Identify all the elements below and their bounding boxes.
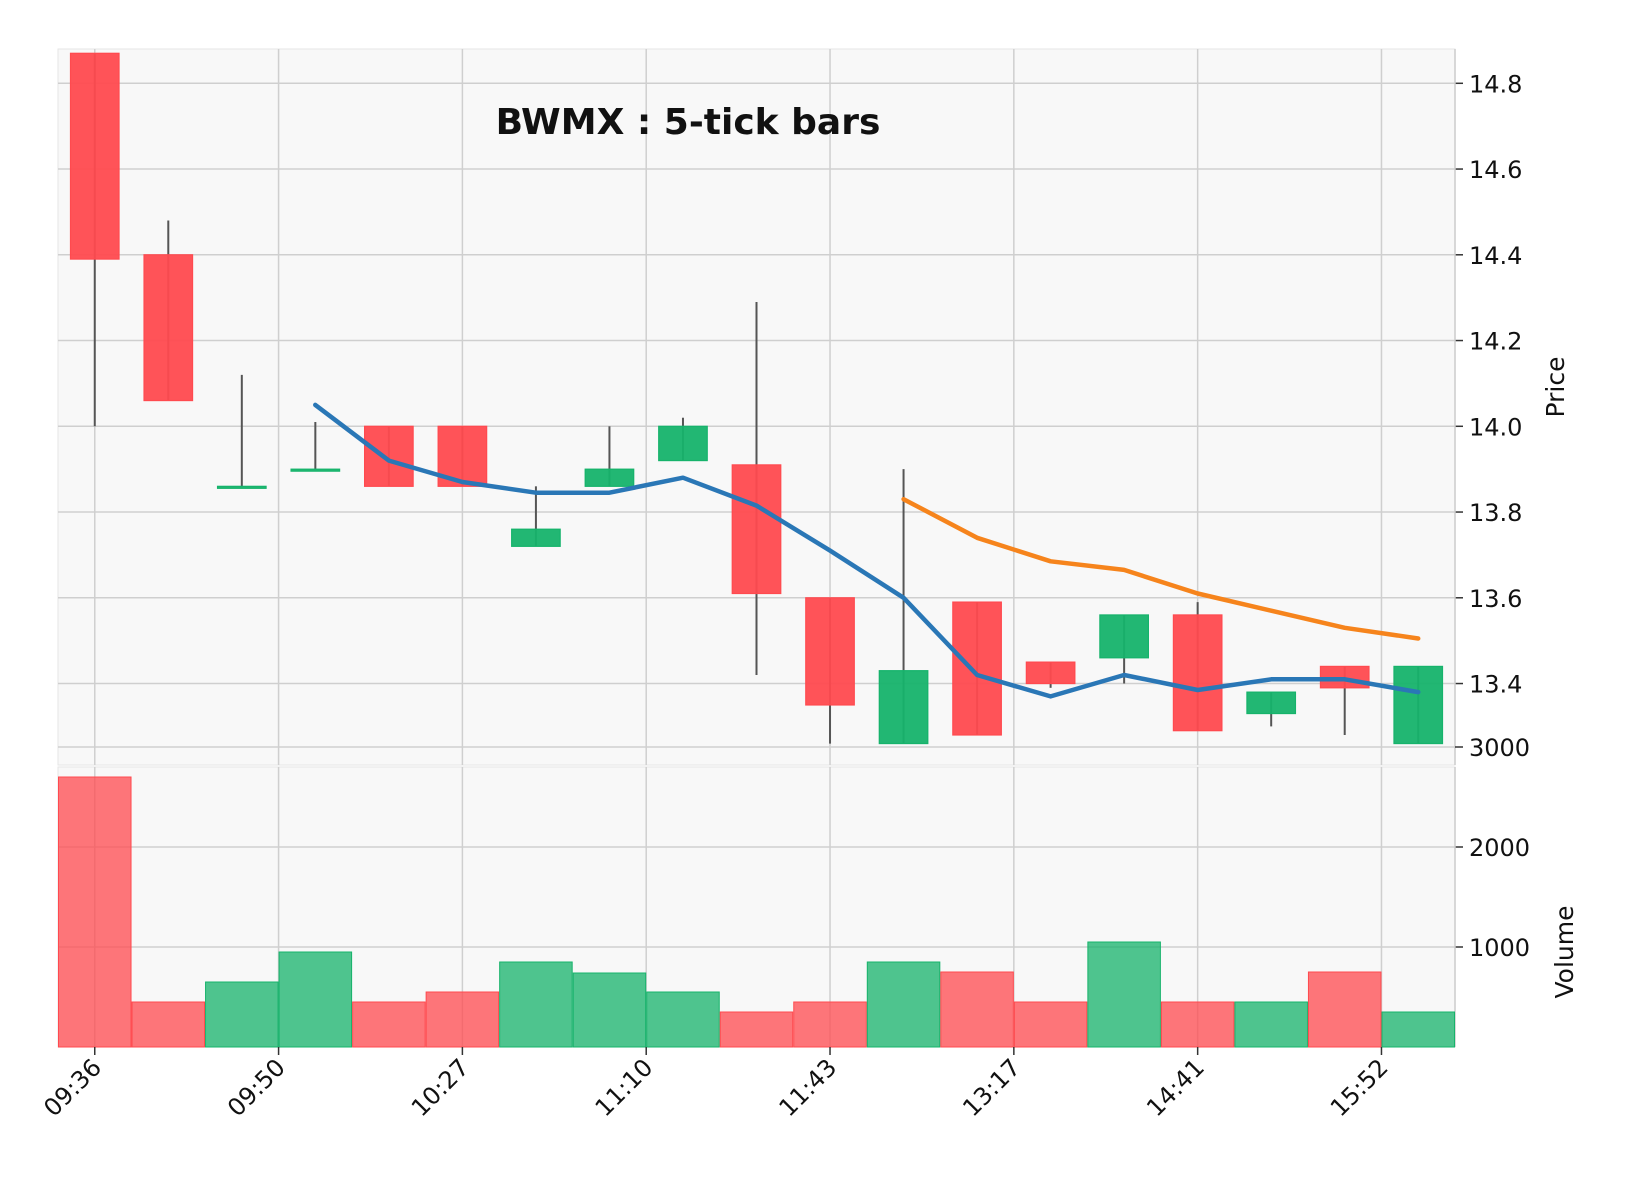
price-tick-label: 14.8 [1469, 70, 1522, 98]
candle-body [805, 597, 855, 706]
candle-body [143, 254, 194, 402]
volume-bar [425, 991, 500, 1048]
candle-body [878, 670, 929, 745]
volume-bar [352, 1001, 426, 1048]
volume-bar [1013, 1001, 1088, 1048]
candle-body [1099, 614, 1149, 659]
candle-body [216, 485, 267, 489]
volume-tick-label: 1000 [1469, 934, 1530, 962]
volume-panel: 1000 2000 3000 [57, 734, 1530, 1048]
price-tick-label: 14.0 [1469, 413, 1522, 441]
price-panel: 13.4 13.6 13.8 14.0 14.2 14.4 14.6 14.8 [57, 48, 1522, 766]
volume-bar [866, 961, 941, 1048]
price-tick-label: 13.8 [1469, 499, 1522, 527]
chart-title: BWMX : 5-tick bars [496, 102, 881, 143]
moving-average-long-line [901, 496, 1421, 641]
candle-body [290, 468, 341, 472]
price-axis-label: Price [1541, 357, 1570, 418]
candle-body [658, 425, 708, 462]
volume-axis-label: Volume [1550, 906, 1579, 999]
candle-body [69, 52, 120, 260]
volume-bar [1234, 1001, 1308, 1048]
volume-bar [131, 1001, 206, 1048]
price-tick-label: 13.6 [1469, 585, 1522, 613]
candle-body [1025, 661, 1076, 685]
volume-bar [572, 972, 647, 1048]
volume-bar [499, 961, 573, 1048]
candle-body [584, 468, 635, 487]
volume-tick-label: 2000 [1469, 834, 1530, 862]
volume-bar [1087, 941, 1161, 1048]
candle-body [952, 601, 1002, 736]
candle-body [511, 528, 561, 547]
volume-bar [646, 991, 720, 1048]
volume-bar [1381, 1011, 1455, 1048]
volume-bar [719, 1011, 794, 1048]
volume-bar [940, 971, 1014, 1048]
volume-bar [278, 951, 353, 1048]
volume-bar [793, 1001, 867, 1048]
price-tick-label: 14.6 [1469, 156, 1522, 184]
candle-body [1246, 691, 1297, 715]
candle-body [1172, 614, 1223, 732]
volume-bar [1160, 1001, 1235, 1048]
price-tick-label: 14.4 [1469, 242, 1522, 270]
volume-bar [205, 981, 279, 1048]
candle-body [1393, 665, 1444, 745]
price-tick-label: 14.2 [1469, 328, 1522, 356]
candle-body [364, 425, 414, 487]
volume-bar [1307, 971, 1382, 1048]
price-tick-label: 13.4 [1469, 671, 1522, 699]
moving-average-short-line [313, 402, 1421, 699]
volume-bar [58, 776, 132, 1048]
candle-body [731, 464, 782, 595]
volume-tick-label: 3000 [1469, 734, 1530, 762]
